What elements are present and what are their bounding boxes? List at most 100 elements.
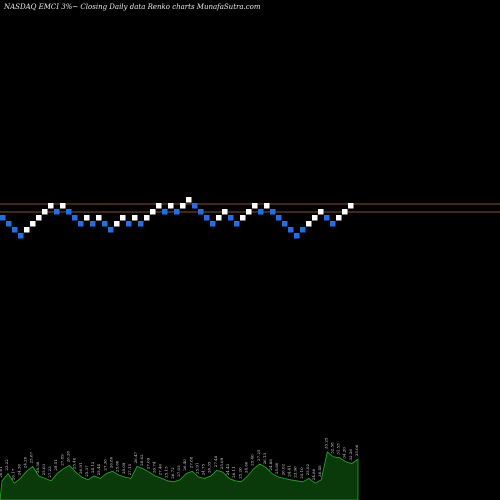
renko-brick-up: [342, 209, 348, 215]
renko-brick-down: [234, 221, 240, 227]
renko-brick-up: [240, 215, 246, 221]
volume-value-label: 28.58: [35, 461, 40, 473]
volume-value-label: 30.48: [317, 465, 322, 477]
renko-brick-up: [246, 209, 252, 215]
renko-brick-up: [150, 209, 156, 215]
volume-value-label: 29.51: [53, 459, 58, 470]
renko-brick-up: [222, 209, 228, 215]
renko-brick-down: [72, 215, 78, 221]
renko-brick-up: [96, 215, 102, 221]
volume-area: [0, 451, 359, 500]
volume-value-label: 32.26: [348, 449, 353, 461]
renko-brick-up: [180, 203, 186, 209]
renko-brick-up: [36, 215, 42, 221]
volume-value-label: 27.15: [127, 463, 132, 475]
renko-brick-down: [198, 209, 204, 215]
renko-brick-down: [18, 233, 24, 239]
volume-value-label: 34.20: [342, 447, 347, 459]
renko-brick-down: [6, 221, 12, 227]
renko-brick-up: [348, 203, 354, 209]
volume-value-label: 35.06: [354, 444, 359, 456]
volume-value-label: 25.67: [29, 451, 34, 463]
renko-brick-down: [276, 215, 282, 221]
volume-value-label: 25.03: [41, 463, 46, 475]
renko-brick-up: [114, 221, 120, 227]
renko-brick-down: [78, 221, 84, 227]
volume-value-label: 25.60: [274, 462, 279, 474]
renko-brick-down: [204, 215, 210, 221]
volume-value-label: 24.60: [244, 461, 249, 473]
renko-brick-up: [30, 221, 36, 227]
renko-brick-up: [144, 215, 150, 221]
volume-value-label: 24.43: [225, 463, 230, 475]
renko-brick-up: [42, 209, 48, 215]
volume-value-label: 25.26: [237, 467, 242, 479]
volume-value-label: 26.35: [207, 461, 212, 473]
volume-value-label: 26.02: [280, 463, 285, 475]
volume-value-label: 27.48: [213, 455, 218, 467]
volume-value-label: 24.12: [90, 461, 95, 473]
renko-brick-down: [138, 221, 144, 227]
volume-value-label: 24.80: [311, 468, 316, 480]
volume-value-label: 26.17: [10, 468, 15, 480]
volume-value-label: 23.96: [293, 466, 298, 478]
renko-brick-up: [132, 215, 138, 221]
renko-brick-up: [252, 203, 258, 209]
renko-brick-up: [84, 215, 90, 221]
volume-value-label: 26.13: [262, 452, 267, 464]
renko-brick-down: [0, 215, 6, 221]
volume-value-label: 27.05: [176, 465, 181, 477]
renko-brick-down: [228, 215, 234, 221]
volume-value-label: 26.20: [66, 450, 71, 462]
renko-brick-up: [264, 203, 270, 209]
volume-value-label: 25.44: [96, 463, 101, 475]
volume-value-label: 27.23: [47, 466, 52, 478]
renko-brick-up: [120, 215, 126, 221]
volume-value-label: 27.25: [256, 449, 261, 461]
renko-brick-down: [54, 209, 60, 215]
renko-brick-down: [282, 221, 288, 227]
volume-value-label: 26.61: [0, 466, 3, 477]
volume-value-label: 24.88: [268, 459, 273, 471]
renko-brick-down: [174, 209, 180, 215]
volume-value-label: 23.22: [4, 459, 9, 471]
renko-brick-down: [126, 221, 132, 227]
volume-value-label: 28.09: [121, 462, 126, 474]
volume-value-label: 31.55: [336, 443, 341, 455]
volume-value-label: 26.11: [231, 466, 236, 477]
renko-brick-down: [108, 227, 114, 233]
renko-brick-down: [324, 215, 330, 221]
renko-brick-down: [288, 227, 294, 233]
volume-value-label: 25.91: [194, 463, 199, 474]
volume-value-label: 25.60: [115, 460, 120, 472]
renko-brick-up: [306, 221, 312, 227]
volume-value-label: 25.10: [299, 467, 304, 479]
renko-brick-down: [294, 233, 300, 239]
renko-brick-up: [48, 203, 54, 209]
volume-value-label: 27.88: [188, 456, 193, 468]
renko-brick-up: [24, 227, 30, 233]
chart-title: NASDAQ EMCI 3%~ Closing Daily data Renko…: [3, 3, 261, 11]
renko-brick-up: [216, 215, 222, 221]
volume-value-label: 25.37: [84, 465, 89, 477]
renko-brick-up: [336, 215, 342, 221]
volume-value-label: 25.40: [250, 454, 255, 466]
volume-value-label: 26.40: [182, 459, 187, 471]
renko-brick-up: [60, 203, 66, 209]
renko-brick-down: [192, 203, 198, 209]
renko-brick-down: [270, 209, 276, 215]
volume-value-label: 25.15: [164, 466, 169, 478]
volume-value-label: 26.91: [78, 463, 83, 474]
volume-value-label: 27.36: [102, 459, 107, 471]
volume-value-label: 25.40: [72, 457, 77, 469]
renko-brick-down: [162, 209, 168, 215]
renko-brick-down: [102, 221, 108, 227]
renko-brick-down: [66, 209, 72, 215]
volume-value-label: 24.50: [16, 463, 21, 475]
volume-value-label: 26.47: [133, 451, 138, 463]
volume-value-label: 27.69: [145, 457, 150, 469]
volume-value-label: 25.69: [219, 457, 224, 469]
volume-value-label: 24.75: [201, 463, 206, 475]
